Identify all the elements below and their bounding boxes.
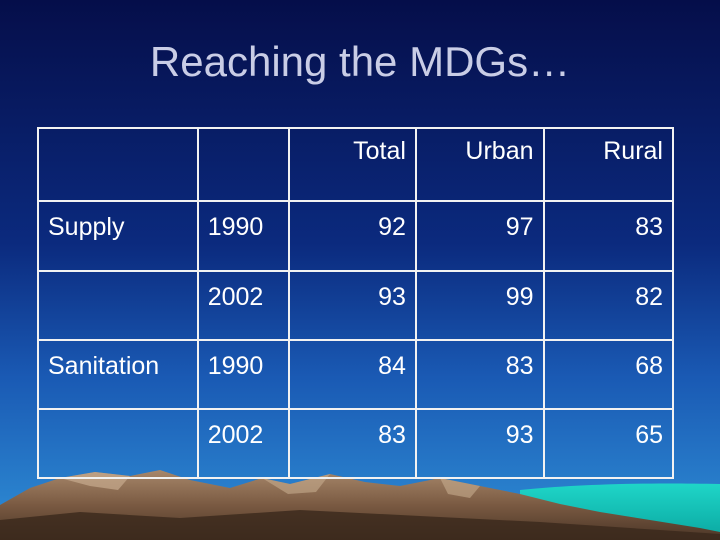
total-cell: 83 [287,407,417,480]
total-cell: 92 [287,200,417,272]
rural-cell: 68 [542,338,674,410]
urban-cell: 97 [414,200,545,272]
category-cell [37,269,199,341]
table-row: 2002 83 93 65 [37,407,674,480]
urban-cell: 93 [414,407,545,480]
header-empty-cell [196,126,290,203]
mdg-data-table: Total Urban Rural Supply 1990 92 97 83 2… [37,126,674,480]
urban-cell: 99 [414,269,545,341]
header-urban: Urban [414,126,545,203]
header-empty-cell [37,126,199,203]
slide-title: Reaching the MDGs… [149,38,571,85]
rural-cell: 65 [542,407,674,480]
table-header-row: Total Urban Rural [37,126,674,203]
total-cell: 93 [287,269,417,341]
header-total: Total [287,126,417,203]
urban-cell: 83 [414,338,545,410]
table-row: 2002 93 99 82 [37,269,674,341]
total-cell: 84 [287,338,417,410]
rural-cell: 82 [542,269,674,341]
year-cell: 1990 [196,338,290,410]
category-cell: Sanitation [37,338,199,410]
year-cell: 1990 [196,200,290,272]
year-cell: 2002 [196,269,290,341]
rural-cell: 83 [542,200,674,272]
table-row: Supply 1990 92 97 83 [37,200,674,272]
category-cell [37,407,199,480]
table-row: Sanitation 1990 84 83 68 [37,338,674,410]
header-rural: Rural [542,126,674,203]
year-cell: 2002 [196,407,290,480]
category-cell: Supply [37,200,199,272]
